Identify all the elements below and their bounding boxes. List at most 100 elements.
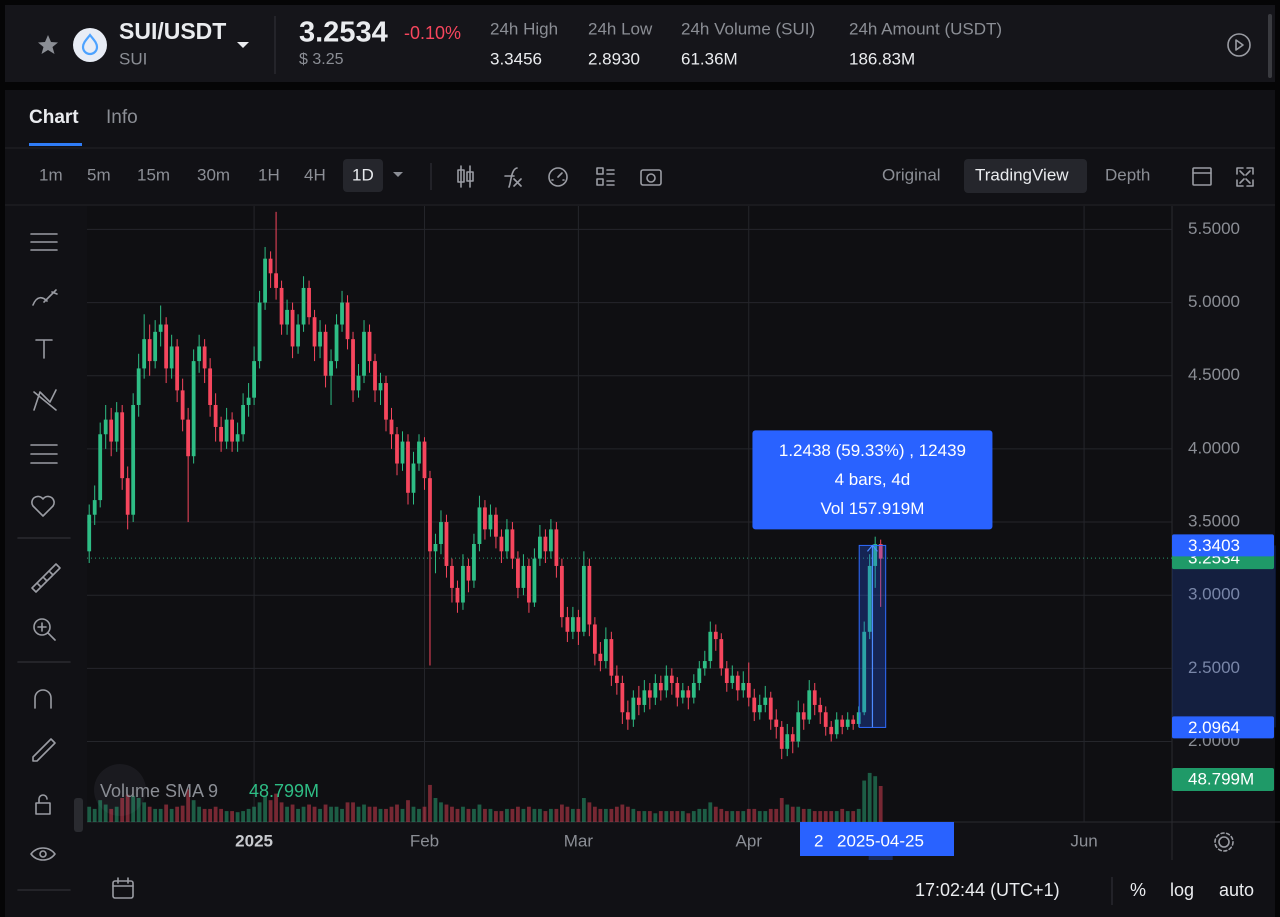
interval[interactable]: 4H — [304, 165, 326, 184]
volume-bar — [730, 811, 735, 822]
measure-arrowhead — [866, 544, 878, 552]
candle-body — [724, 668, 729, 683]
view-option[interactable]: Original — [882, 165, 941, 184]
candle-body — [483, 507, 487, 530]
candle-body — [98, 434, 103, 501]
candle-body — [494, 514, 498, 537]
volume-bar — [395, 804, 399, 822]
candle-body — [719, 639, 724, 669]
volume-bar — [834, 811, 839, 822]
candle-body — [851, 719, 856, 724]
lock-draw-tool[interactable] — [32, 738, 56, 762]
volume-bar — [422, 806, 427, 822]
window-icon[interactable] — [1192, 167, 1212, 186]
volume-bar — [851, 811, 856, 822]
y-tick-label: 2.5000 — [1188, 658, 1240, 677]
favorite-tool[interactable] — [31, 495, 55, 517]
volume-bar — [829, 811, 834, 822]
candle-body — [395, 434, 399, 464]
interval[interactable]: 15m — [137, 165, 170, 184]
pair-dropdown[interactable] — [237, 42, 249, 48]
volume-bar — [290, 804, 295, 822]
sidebar-collapse[interactable] — [74, 798, 83, 832]
volume-bar — [175, 806, 180, 822]
zoom-tool[interactable] — [33, 618, 56, 641]
speed-icon[interactable] — [548, 167, 568, 187]
volume-bar — [554, 808, 559, 822]
interval[interactable]: 1m — [39, 165, 63, 184]
volume-bar — [719, 808, 724, 822]
pair-name[interactable]: SUI/USDT — [119, 18, 226, 44]
volume-bar — [356, 806, 361, 822]
scrollbar — [1268, 14, 1272, 78]
candle-body — [175, 346, 180, 391]
indicator-icon[interactable] — [504, 167, 522, 188]
favorite-star[interactable] — [38, 35, 58, 54]
volume-bar — [845, 811, 850, 822]
layout-icon[interactable] — [596, 167, 615, 186]
candle-body — [873, 543, 878, 566]
settings-icon[interactable] — [1214, 832, 1234, 852]
volume-bar — [213, 806, 218, 822]
play-button[interactable] — [1227, 33, 1251, 57]
candle-body — [653, 682, 658, 698]
view-option-selected[interactable]: TradingView — [975, 165, 1069, 184]
volume-bar — [494, 811, 498, 822]
pattern-tool[interactable] — [33, 389, 57, 411]
volume-bar — [647, 811, 652, 822]
volume-bar — [625, 806, 630, 822]
scale-option[interactable]: auto — [1219, 880, 1254, 900]
volume-bar — [741, 811, 746, 822]
volume-bar — [708, 802, 713, 822]
volume-bar — [345, 802, 350, 822]
visibility-tool[interactable] — [30, 847, 56, 861]
screenshot-icon[interactable] — [640, 169, 662, 186]
fib-tool[interactable] — [30, 444, 58, 464]
volume-bar — [444, 804, 449, 822]
volume-bar — [713, 806, 718, 822]
volume-bar — [856, 808, 861, 822]
view-option[interactable]: Depth — [1105, 165, 1150, 184]
volume-legend-value: 48.799M — [249, 781, 319, 801]
text-tool[interactable] — [35, 339, 53, 359]
candle-body — [565, 617, 570, 632]
scale-option[interactable]: % — [1130, 880, 1146, 900]
interval[interactable]: 5m — [87, 165, 111, 184]
volume-bar — [461, 806, 465, 822]
volume-bar — [197, 806, 202, 822]
date-range-icon[interactable] — [112, 877, 134, 899]
candle-type-icon[interactable] — [457, 165, 474, 188]
cursor-label: 2 — [814, 831, 823, 850]
interval[interactable]: 1H — [258, 165, 280, 184]
candle-body — [609, 639, 614, 676]
coin-drop — [81, 33, 99, 56]
interval[interactable]: 30m — [197, 165, 230, 184]
volume-bar — [642, 811, 647, 822]
volume-bar — [675, 811, 680, 822]
tab[interactable]: Info — [106, 107, 138, 128]
ruler-tool[interactable] — [31, 563, 61, 593]
price-badge-label: 2.0964 — [1188, 718, 1240, 737]
candle-body — [521, 565, 526, 588]
unlock-tool[interactable] — [35, 794, 51, 815]
interval-selected[interactable]: 1D — [352, 165, 374, 184]
candle-body — [285, 309, 289, 325]
candle-body — [664, 675, 669, 691]
brush-tool[interactable] — [32, 289, 58, 306]
candle-body — [796, 712, 801, 742]
volume-bar — [631, 808, 636, 822]
volume-bar — [812, 811, 817, 822]
candle-body — [845, 719, 850, 727]
scale-option[interactable]: log — [1170, 880, 1194, 900]
volume-bar — [142, 802, 147, 822]
interval-dropdown[interactable] — [393, 172, 403, 177]
volume-bar — [131, 795, 136, 822]
candle-body — [829, 726, 834, 735]
volume-bar — [114, 806, 119, 822]
candle-body — [691, 682, 696, 698]
lines-tool[interactable] — [30, 233, 58, 251]
tab-active[interactable]: Chart — [29, 107, 79, 128]
fullscreen-icon[interactable] — [1236, 167, 1254, 187]
magnet-tool[interactable] — [34, 689, 52, 709]
x-tick-label: 2025 — [235, 831, 273, 850]
